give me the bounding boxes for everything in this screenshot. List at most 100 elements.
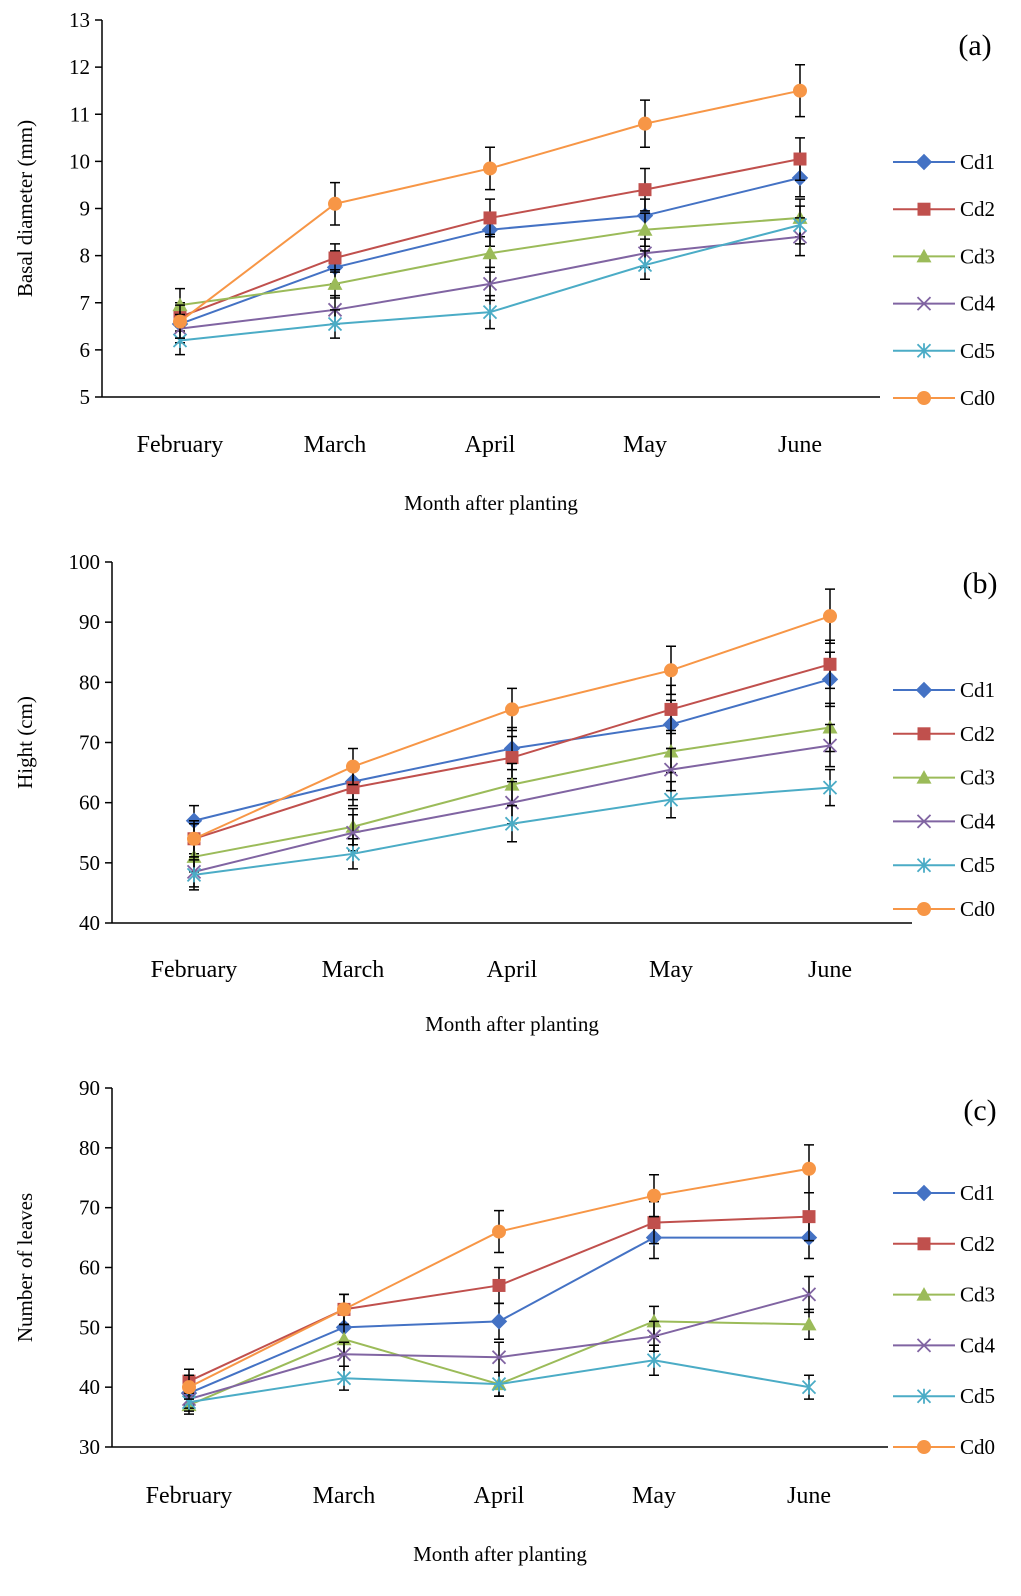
data-point <box>345 846 361 862</box>
panel-label: (b) <box>963 567 998 600</box>
legend-marker <box>917 1440 931 1454</box>
chart-panel-b: 40 50 60 70 80 90 100 February March April May June… <box>13 550 997 1036</box>
chart-panel-a: 5 6 7 8 9 10 11 12 13 February March April May June Mo… <box>13 8 996 515</box>
data-point <box>646 1329 662 1344</box>
data-point <box>664 663 678 678</box>
legend-entry-cd4: Cd4 <box>893 1333 996 1357</box>
series-cd0 <box>182 1144 816 1400</box>
data-point <box>802 1210 816 1224</box>
data-point <box>492 1278 506 1292</box>
series-cd0 <box>187 588 837 858</box>
data-point <box>646 1352 662 1368</box>
legend-entry-cd2: Cd2 <box>893 197 995 221</box>
legend-label: Cd1 <box>960 1181 995 1205</box>
x-tick-label: June <box>778 432 822 458</box>
data-point <box>638 116 652 131</box>
data-point <box>482 304 498 320</box>
y-tick-label: 10 <box>69 149 90 173</box>
y-tick-label: 40 <box>79 911 100 935</box>
data-point <box>647 1188 661 1203</box>
legend-marker <box>917 902 931 916</box>
x-tick-label: March <box>313 1483 376 1509</box>
legend-marker <box>916 814 932 829</box>
data-point <box>483 211 497 225</box>
legend-entry-cd4: Cd4 <box>893 809 996 833</box>
legend-marker <box>916 343 932 359</box>
data-point <box>337 1302 351 1317</box>
data-point <box>801 1287 817 1302</box>
data-point <box>182 1380 196 1395</box>
data-point <box>173 314 187 329</box>
legend-entry-cd2: Cd2 <box>893 1232 995 1256</box>
legend-entry-cd3: Cd3 <box>893 244 995 268</box>
y-tick-label: 90 <box>79 1076 100 1100</box>
data-point <box>801 1379 817 1395</box>
data-point <box>792 217 808 233</box>
data-point <box>823 609 837 624</box>
legend-marker <box>916 296 932 311</box>
data-point <box>504 795 520 810</box>
legend-label: Cd3 <box>960 766 995 790</box>
data-point <box>328 251 342 265</box>
y-tick-label: 30 <box>79 1435 100 1459</box>
data-point <box>823 657 837 671</box>
legend-marker <box>917 202 931 216</box>
legend-label: Cd5 <box>960 853 995 877</box>
legend-entry-cd3: Cd3 <box>893 1283 995 1307</box>
legend-label: Cd0 <box>960 1435 995 1459</box>
y-tick-label: 40 <box>79 1375 100 1399</box>
data-point <box>637 257 653 273</box>
x-axis-title: Month after planting <box>404 491 578 515</box>
y-tick-label: 6 <box>80 338 91 362</box>
y-tick-label: 7 <box>80 291 91 315</box>
y-tick-label: 12 <box>69 55 90 79</box>
y-tick-label: 60 <box>79 791 100 815</box>
legend-marker <box>916 248 932 263</box>
legend-label: Cd0 <box>960 897 995 921</box>
x-tick-label: March <box>322 957 385 983</box>
x-axis-title: Month after planting <box>413 1542 587 1566</box>
legend-entry-cd2: Cd2 <box>893 722 995 746</box>
x-axis-title: Month after planting <box>425 1012 599 1036</box>
data-point <box>664 702 678 716</box>
data-point <box>663 792 679 808</box>
data-point <box>663 762 679 777</box>
data-point <box>187 831 201 846</box>
legend-entry-cd5: Cd5 <box>893 1384 995 1408</box>
y-axis-title: Hight (cm) <box>13 696 37 789</box>
legend-marker <box>916 1388 932 1404</box>
legend-label: Cd2 <box>960 722 995 746</box>
data-point <box>637 222 653 236</box>
data-point <box>793 83 807 98</box>
legend-entry-cd1: Cd1 <box>893 678 995 702</box>
legend-marker <box>915 681 933 699</box>
data-point <box>327 316 343 332</box>
panel-label: (a) <box>958 29 991 62</box>
legend-label: Cd1 <box>960 678 995 702</box>
y-tick-label: 8 <box>80 244 91 268</box>
y-tick-label: 80 <box>79 1136 100 1160</box>
data-point <box>801 1316 817 1331</box>
x-tick-label: May <box>623 432 667 458</box>
y-axis-title: Basal diameter (mm) <box>13 120 37 297</box>
legend-marker <box>916 1287 932 1301</box>
x-tick-label: June <box>787 1483 831 1509</box>
x-tick-label: April <box>465 432 516 458</box>
legend-label: Cd3 <box>960 244 995 268</box>
y-tick-label: 60 <box>79 1256 100 1280</box>
panel-label: (c) <box>963 1094 996 1127</box>
y-tick-label: 70 <box>79 731 100 755</box>
y-tick-label: 13 <box>69 8 90 32</box>
legend-entry-cd5: Cd5 <box>893 853 995 877</box>
data-point <box>482 276 498 292</box>
data-point <box>822 780 838 796</box>
legend-marker <box>915 1184 933 1202</box>
legend-label: Cd5 <box>960 339 995 363</box>
series-cd0 <box>173 64 807 339</box>
y-tick-label: 80 <box>79 670 100 694</box>
x-tick-label: May <box>649 957 693 983</box>
series-cd5 <box>172 205 808 356</box>
y-tick-label: 100 <box>69 550 101 574</box>
x-tick-label: April <box>474 1483 525 1509</box>
